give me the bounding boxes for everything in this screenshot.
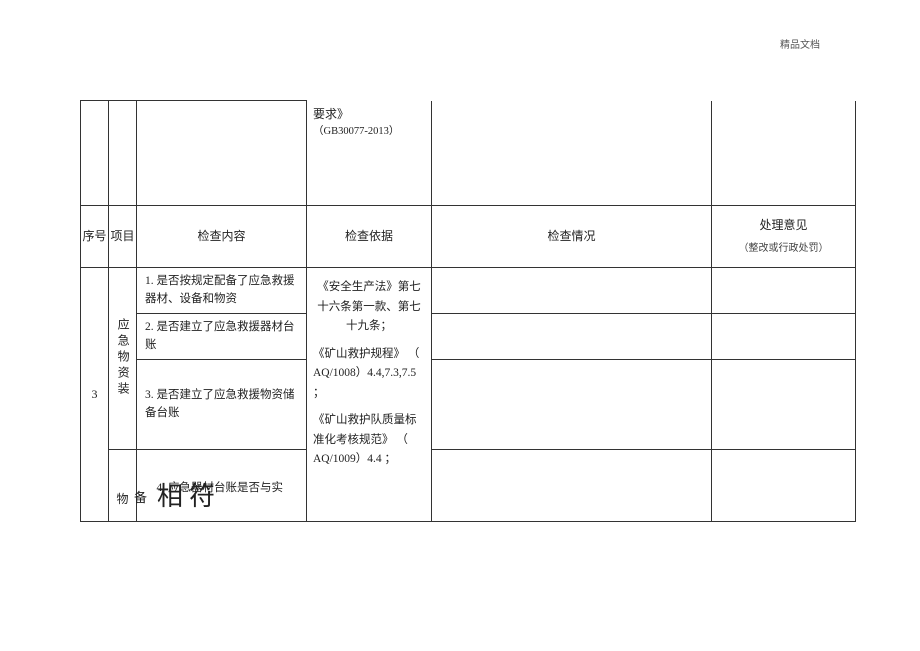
proj-cell-top: 应急物资装 [109, 268, 137, 450]
table-row: 物 4. 应急器材台账是否与实 备 相符 [81, 449, 856, 521]
content-cell-2: 2. 是否建立了应急救援器材台账 [137, 313, 307, 359]
col-header-proj: 项目 [109, 206, 137, 268]
col-header-content: 检查内容 [137, 206, 307, 268]
situation-cell-4 [432, 449, 712, 521]
col-header-opinion-sub: （整改或行政处罚） [712, 241, 855, 257]
proj-cell-bottom: 物 [109, 449, 137, 521]
partial-situation-cell [432, 101, 712, 206]
col-header-situation: 检查情况 [432, 206, 712, 268]
table-header-row: 序号 项目 检查内容 检查依据 检查情况 处理意见 （整改或行政处罚） [81, 206, 856, 268]
content-cell-4-floatbig: 相符 [157, 476, 221, 518]
proj-bottom-char: 物 [116, 492, 128, 506]
basis-p2: 《矿山救护规程》 （ AQ/1008）4.4,7.3,7.5 ； [313, 345, 425, 404]
opinion-cell-3 [712, 359, 856, 449]
table-row-partial: 要求》 （GB30077-2013） [81, 101, 856, 206]
col-header-opinion-main: 处理意见 [712, 216, 855, 235]
content-cell-3: 3. 是否建立了应急救援物资储备台账 [137, 359, 307, 449]
situation-cell-3 [432, 359, 712, 449]
col-header-seq: 序号 [81, 206, 109, 268]
partial-basis-line1: 要求》 [313, 105, 425, 124]
situation-cell-1 [432, 268, 712, 314]
document-header-tag: 精品文档 [780, 36, 820, 51]
proj-vertical-text-top: 应急物资装 [113, 312, 132, 404]
partial-opinion-cell [712, 101, 856, 206]
basis-cell: 《安全生产法》第七十六条第一款、第七十九条； 《矿山救护规程》 （ AQ/100… [307, 268, 432, 522]
inspection-table-wrap: 要求》 （GB30077-2013） 序号 项目 检查内容 检查依据 检查情况 … [80, 100, 855, 522]
opinion-cell-4 [712, 449, 856, 521]
table-row: 3 应急物资装 1. 是否按规定配备了应急救援器材、设备和物资 《安全生产法》第… [81, 268, 856, 314]
content-cell-4-float1: 备 [134, 488, 147, 509]
col-header-opinion: 处理意见 （整改或行政处罚） [712, 206, 856, 268]
situation-cell-2 [432, 313, 712, 359]
basis-p1: 《安全生产法》第七十六条第一款、第七十九条； [313, 278, 425, 337]
partial-basis-line2: （GB30077-2013） [313, 124, 425, 141]
col-header-basis: 检查依据 [307, 206, 432, 268]
opinion-cell-1 [712, 268, 856, 314]
table-row: 2. 是否建立了应急救援器材台账 [81, 313, 856, 359]
content-cell-3-line1: 3. 是否建立了应急救援物资储备台账 [145, 389, 295, 419]
inspection-table: 要求》 （GB30077-2013） 序号 项目 检查内容 检查依据 检查情况 … [80, 100, 856, 522]
content-cell-4: 4. 应急器材台账是否与实 备 相符 [137, 449, 307, 521]
partial-basis-cell: 要求》 （GB30077-2013） [307, 101, 432, 206]
table-row: 3. 是否建立了应急救援物资储备台账 [81, 359, 856, 449]
opinion-cell-2 [712, 313, 856, 359]
content-cell-1: 1. 是否按规定配备了应急救援器材、设备和物资 [137, 268, 307, 314]
basis-p3: 《矿山救护队质量标准化考核规范》 （ AQ/1009）4.4 ； [313, 411, 425, 470]
seq-cell: 3 [81, 268, 109, 522]
